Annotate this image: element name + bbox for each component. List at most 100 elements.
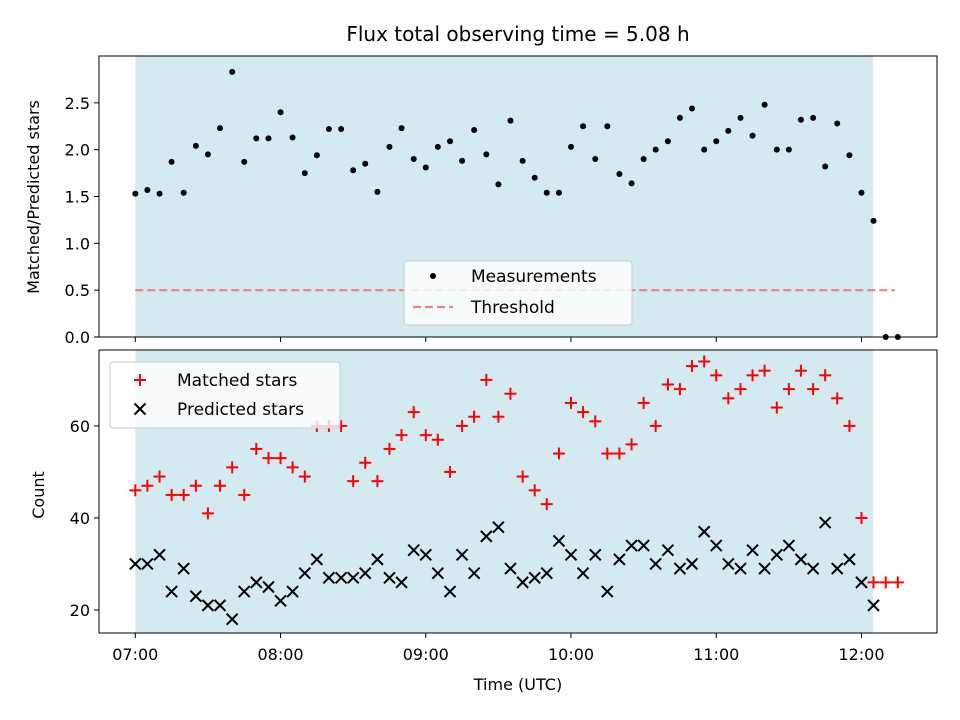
bottom-y-tick-label: 60 [70,417,90,436]
measurement-point [338,126,345,133]
measurement-point [701,146,708,153]
predicted-star-point [831,562,844,575]
matched-star-point [625,438,638,451]
x-tick-label: 11:00 [693,645,739,664]
cross-stroke [528,571,541,584]
cross-stroke [673,562,687,575]
matched-star-point [141,479,154,492]
cross-stroke [794,553,808,566]
measurement-point [265,135,272,142]
matched-star-point [770,401,783,414]
measurement-point [459,157,466,164]
cross-stroke [225,612,239,626]
cross-stroke [661,543,675,557]
measurement-point [519,157,526,164]
cross-stroke [758,562,771,575]
matched-star-point [819,369,832,382]
cross-stroke [346,571,360,584]
predicted-star-point [201,599,215,612]
cross-stroke [455,548,469,561]
cross-stroke [371,553,384,566]
cross-stroke [431,566,445,580]
cross-stroke [274,594,287,607]
measurement-point [810,114,817,121]
measurement-point [204,151,211,158]
cross-stroke [395,576,408,589]
cross-stroke [782,539,796,552]
top-y-tick-label: 0.5 [65,281,90,300]
measurement-point [350,167,357,174]
predicted-star-point [649,557,662,571]
matched-star-point [540,498,553,511]
measurement-point [834,120,841,127]
cross-stroke [213,599,227,612]
predicted-star-point [419,548,432,561]
measurement-point [531,174,538,181]
predicted-star-point [346,571,360,584]
measurement-point [495,181,502,188]
matched-star-point [516,470,529,483]
measurement-point [156,190,163,197]
predicted-star-point [467,566,481,580]
matched-star-point [673,383,686,396]
cross-stroke [613,553,626,566]
cross-stroke [601,585,614,598]
predicted-stars-layer [129,516,880,626]
predicted-star-point [770,548,784,561]
matched-star-point [189,479,202,492]
measurement-point [604,123,611,130]
chart-title: Flux total observing time = 5.08 h [346,22,689,46]
top-y-tick-label: 2.5 [65,94,90,113]
bottom-y-ticks: 20 40 60 [70,417,99,620]
cross-stroke [831,562,844,575]
legend-threshold-label: Threshold [470,298,555,318]
matched-star-point [262,452,275,465]
measurement-point [374,188,381,195]
predicted-star-point [189,589,203,603]
predicted-star-point [722,557,735,571]
cross-stroke [153,548,166,561]
matched-star-point [613,447,626,460]
matched-star-point [879,576,892,589]
cross-stroke [649,557,662,571]
matched-star-point [201,507,214,520]
matched-star-point [456,419,469,432]
matched-star-point [298,470,311,483]
legend-matched-label: Matched stars [177,371,297,391]
predicted-star-point [153,548,166,561]
predicted-star-point [298,566,312,580]
matched-star-point [698,355,711,368]
predicted-star-point [818,516,832,529]
measurement-point [543,189,550,196]
top-y-tick-label: 1.5 [65,188,90,207]
cross-stroke [322,571,336,584]
measurement-point [580,123,587,130]
bottom-y-tick-label: 20 [70,601,90,620]
cross-stroke [504,562,517,575]
cross-stroke [806,562,820,575]
cross-stroke [189,589,203,603]
predicted-star-point [407,543,420,557]
cross-stroke [589,548,602,561]
top-panel: 0.0 0.5 1.0 1.5 2.0 2.5 Flux total observing … [24,22,938,347]
predicted-star-point [734,562,747,575]
measurement-point [483,151,490,158]
matched-star-point [794,364,807,377]
measurement-point [616,171,623,178]
measurement-point [749,132,756,139]
cross-stroke [177,562,190,575]
cross-stroke [576,566,590,580]
predicted-star-point [395,576,408,589]
measurement-point [253,135,260,142]
matched-star-point [722,392,735,405]
matched-star-point [661,378,674,391]
matched-star-point [153,470,166,483]
measurement-point [168,158,175,165]
measurement-point [192,142,199,149]
predicted-star-point [758,562,771,575]
predicted-star-point [431,566,445,580]
matched-star-point [129,484,142,497]
cross-stroke [238,585,251,598]
matched-star-point [589,415,602,428]
